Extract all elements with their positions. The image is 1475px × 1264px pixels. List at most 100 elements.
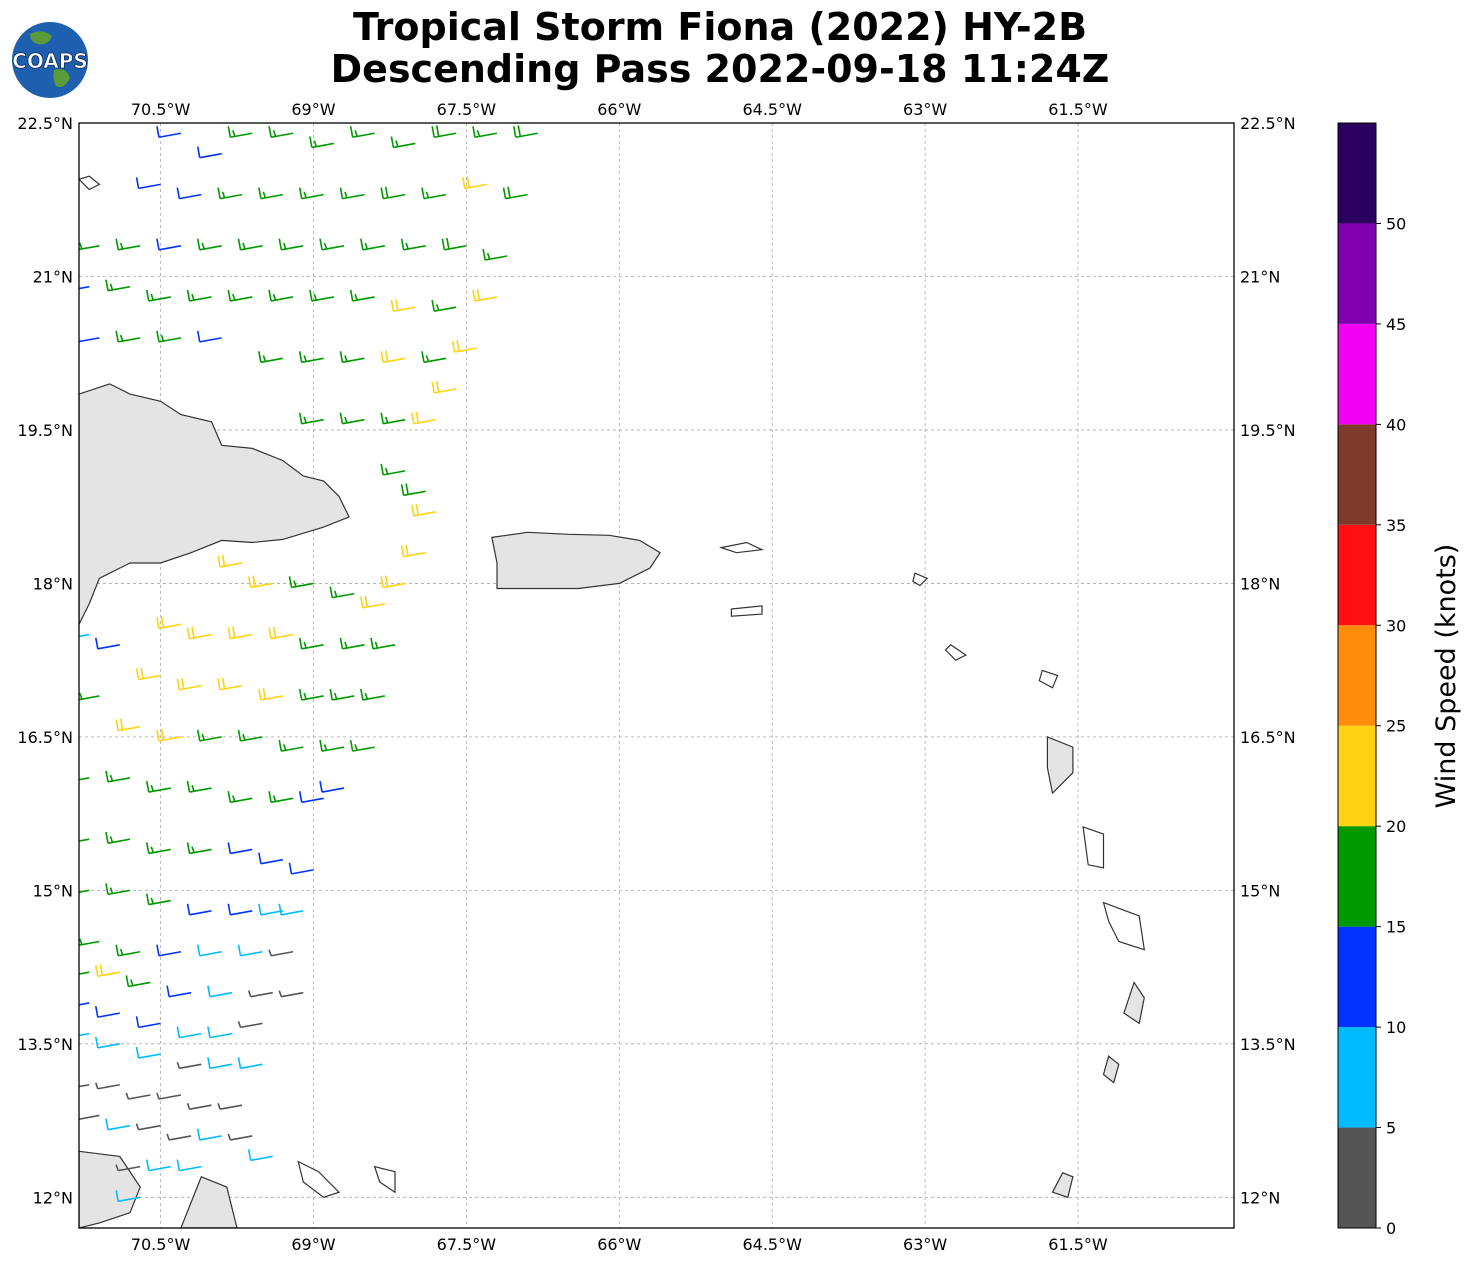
colorbar-tick-label: 45 xyxy=(1386,315,1406,334)
wind-barb xyxy=(268,126,294,139)
wind-barb xyxy=(319,739,345,752)
wind-barb xyxy=(196,1128,222,1141)
wind-barb xyxy=(145,842,171,855)
wind-barb xyxy=(472,288,498,302)
wind-barb xyxy=(390,136,416,149)
coastlines xyxy=(79,175,1146,1228)
wind-barb xyxy=(105,770,131,783)
land-curacao xyxy=(297,1160,341,1198)
wind-barb xyxy=(196,238,222,251)
land-grenada xyxy=(1051,1172,1074,1199)
colorbar-bin xyxy=(1338,424,1376,525)
lat-tick-label-left: 12°N xyxy=(33,1188,73,1207)
land-st-vincent xyxy=(1102,1055,1120,1084)
wind-barb xyxy=(105,883,131,896)
colorbar-tick-label: 20 xyxy=(1386,817,1406,836)
lon-tick-label-top: 67.5°W xyxy=(437,100,497,119)
wind-barb xyxy=(105,1118,131,1131)
wind-barb xyxy=(115,944,141,957)
colorbar-tick-label: 25 xyxy=(1386,717,1406,736)
wind-barb xyxy=(115,718,141,732)
wind-barb xyxy=(339,637,365,650)
wind-barb xyxy=(125,975,151,988)
colorbar-bin xyxy=(1338,524,1376,626)
wind-barb xyxy=(79,938,100,947)
wind-barb xyxy=(309,289,334,302)
wind-barb xyxy=(196,944,222,957)
wind-barb xyxy=(217,1102,243,1111)
wind-barb xyxy=(79,285,90,290)
wind-barb xyxy=(237,944,263,957)
wind-barb xyxy=(431,300,457,312)
wind-barb xyxy=(196,146,222,159)
colorbar-bin xyxy=(1338,123,1376,224)
wind-barb xyxy=(145,893,171,906)
wind-barb xyxy=(186,780,212,793)
wind-barb xyxy=(115,1190,141,1203)
wind-barb xyxy=(79,337,100,343)
wind-barb xyxy=(79,889,90,894)
land-st-martin xyxy=(912,572,929,587)
wind-barb xyxy=(166,1133,192,1141)
colorbar-tick-label: 15 xyxy=(1386,918,1406,937)
lon-tick-label-top: 64.5°W xyxy=(742,100,802,119)
title-line-2: Descending Pass 2022-09-18 11:24Z xyxy=(330,47,1110,91)
lat-tick-label-left: 18°N xyxy=(33,574,73,593)
wind-barb xyxy=(186,842,212,855)
wind-barb xyxy=(79,1114,100,1120)
lon-tick-label-bottom: 64.5°W xyxy=(742,1235,802,1254)
wind-barb xyxy=(339,187,365,200)
title-line-1: Tropical Storm Fiona (2022) HY-2B xyxy=(352,5,1088,49)
land-st-lucia xyxy=(1123,981,1145,1025)
wind-barb xyxy=(227,126,253,139)
wind-barb xyxy=(247,575,273,589)
lat-tick-label-right: 16.5°N xyxy=(1240,728,1296,747)
land-hispaniola xyxy=(79,383,350,625)
wind-barb xyxy=(380,412,406,425)
wind-barb xyxy=(258,852,284,865)
wind-barb xyxy=(156,330,182,343)
lat-tick-label-right: 18°N xyxy=(1240,574,1280,593)
wind-barb xyxy=(390,299,416,312)
wind-barb xyxy=(349,289,375,302)
wind-barb xyxy=(411,411,436,425)
wind-barb xyxy=(79,777,90,781)
wind-barb xyxy=(94,964,120,978)
wind-barb xyxy=(298,688,324,701)
wind-barb xyxy=(94,1005,120,1018)
wind-barb xyxy=(105,279,131,292)
land-antigua xyxy=(1038,669,1059,689)
wind-barb xyxy=(319,780,345,793)
colorbar-tick-label: 50 xyxy=(1386,214,1406,233)
lat-tick-label-left: 22.5°N xyxy=(17,114,73,133)
map-background xyxy=(79,123,1234,1228)
wind-barb xyxy=(227,842,253,855)
colorbar-bin xyxy=(1338,1027,1376,1128)
land-puerto-rico xyxy=(491,531,661,590)
wind-barb xyxy=(298,412,324,425)
lon-tick-label-bottom: 66°W xyxy=(597,1235,641,1254)
wind-barb xyxy=(227,626,253,640)
wind-barb xyxy=(94,637,120,650)
wind-barb xyxy=(278,739,304,752)
wind-barb xyxy=(502,186,528,200)
wind-barb xyxy=(176,1159,202,1172)
wind-barb xyxy=(278,990,304,998)
wind-barb xyxy=(237,238,263,251)
wind-barb xyxy=(298,637,324,650)
wind-barb xyxy=(298,187,324,200)
wind-barb xyxy=(176,187,202,200)
wind-barb xyxy=(227,903,253,916)
wind-barb xyxy=(227,1133,253,1141)
colorbar-frame xyxy=(1337,122,1377,1229)
wind-barb xyxy=(349,739,375,752)
wind-barb xyxy=(176,1062,202,1070)
wind-barb xyxy=(400,238,426,251)
wind-barb xyxy=(411,503,436,517)
wind-barb xyxy=(431,381,457,394)
wind-barb xyxy=(380,575,406,589)
wind-barb xyxy=(461,176,487,190)
wind-barb xyxy=(247,990,273,998)
wind-barb xyxy=(135,1016,161,1029)
wind-barb xyxy=(268,289,294,302)
